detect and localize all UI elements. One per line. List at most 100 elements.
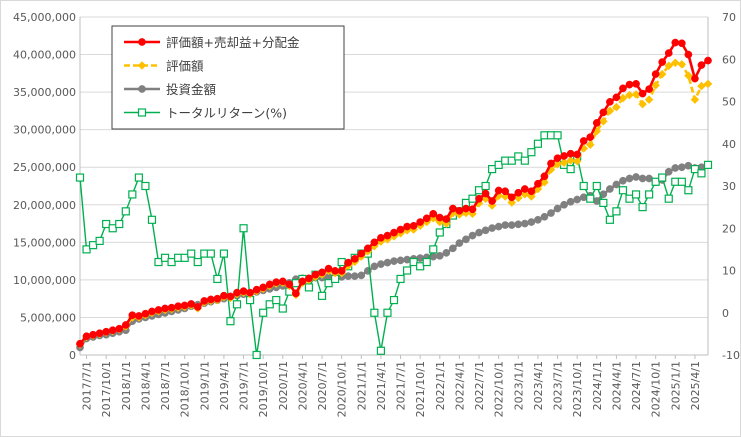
data-point-marker [638, 89, 647, 98]
data-point-marker [115, 219, 124, 229]
data-point-marker [671, 38, 680, 47]
data-point-marker [102, 327, 111, 336]
data-point-marker [664, 194, 673, 203]
x-tick-label: 2020/4/1 [296, 361, 309, 410]
data-point-marker [88, 241, 98, 250]
data-point-marker [585, 140, 595, 150]
y-left-tick-label: 0 [69, 349, 76, 362]
data-point-marker [638, 203, 647, 212]
data-point-marker [618, 186, 628, 195]
x-tick-label: 2019/1/1 [198, 361, 211, 410]
data-point-marker [154, 306, 163, 314]
data-point-marker [213, 274, 222, 284]
data-point-marker [278, 304, 287, 313]
data-point-marker [579, 137, 588, 145]
data-point-marker [396, 225, 405, 234]
x-tick-label: 2024/4/1 [610, 361, 623, 410]
data-point-marker [462, 235, 470, 244]
data-point-marker [527, 148, 536, 157]
data-point-marker [547, 159, 555, 168]
y-right-tick-label: -10 [722, 349, 740, 362]
data-point-marker [422, 214, 431, 223]
data-point-marker [684, 186, 693, 195]
data-point-marker [390, 257, 398, 265]
data-point-marker [488, 197, 496, 205]
data-point-marker [252, 285, 261, 294]
data-point-marker [579, 181, 588, 191]
data-point-marker [501, 221, 510, 229]
data-point-marker [75, 173, 85, 182]
y-left-tick-label: 45,000,000 [13, 11, 76, 24]
data-point-marker [115, 324, 124, 333]
data-point-marker [645, 85, 653, 93]
data-point-marker [520, 185, 529, 193]
x-tick-label: 2018/7/1 [159, 361, 172, 410]
series-line [79, 134, 709, 356]
data-point-marker [442, 215, 451, 223]
data-point-marker [703, 160, 713, 169]
data-point-marker [494, 160, 503, 169]
data-point-marker [474, 186, 484, 195]
data-point-marker [285, 280, 294, 289]
data-point-marker [160, 253, 170, 262]
data-point-marker [703, 79, 713, 89]
data-point-marker [435, 252, 444, 260]
data-point-marker [534, 179, 542, 188]
y-right-tick-label: 70 [722, 11, 736, 24]
data-point-marker [95, 329, 104, 338]
data-point-marker [520, 156, 529, 165]
data-point-marker [527, 187, 536, 196]
data-point-marker [605, 215, 614, 224]
data-point-marker [677, 59, 687, 69]
legend-label: 評価額 [166, 59, 204, 74]
y-right-tick-label: 0 [722, 307, 729, 320]
data-point-marker [592, 181, 601, 191]
data-point-marker [468, 205, 477, 214]
data-point-marker [396, 256, 405, 265]
data-point-marker [377, 260, 385, 268]
data-point-marker [278, 277, 287, 286]
data-point-marker [108, 224, 117, 233]
data-point-marker [481, 189, 490, 198]
data-point-marker [239, 224, 248, 233]
data-point-marker [658, 173, 667, 182]
data-point-marker [337, 267, 346, 275]
data-point-marker [697, 81, 706, 91]
data-point-marker [402, 266, 412, 275]
x-tick-label: 2024/7/1 [630, 361, 643, 410]
data-point-marker [586, 133, 595, 142]
data-point-marker [259, 283, 268, 292]
data-point-marker [318, 268, 326, 277]
x-tick-label: 2021/7/1 [395, 361, 408, 410]
x-tick-label: 2022/1/1 [434, 361, 447, 410]
data-point-marker [638, 174, 647, 183]
data-point-marker [573, 195, 582, 204]
data-point-marker [632, 79, 640, 88]
data-point-marker [416, 262, 425, 271]
data-point-marker [684, 50, 693, 59]
x-tick-label: 2019/7/1 [238, 361, 251, 410]
x-tick-label: 2017/7/1 [81, 361, 94, 410]
data-point-marker [664, 49, 673, 57]
data-point-marker [704, 56, 712, 65]
data-point-marker [82, 332, 91, 341]
x-tick-label: 2022/7/1 [473, 361, 486, 410]
series-3 [75, 131, 713, 360]
x-tick-label: 2018/1/1 [120, 361, 133, 410]
data-point-marker [677, 163, 686, 172]
data-point-marker [691, 74, 699, 83]
data-point-marker [606, 185, 614, 193]
data-point-marker [625, 90, 634, 100]
data-point-marker [540, 212, 549, 221]
data-point-marker [180, 253, 189, 262]
x-tick-label: 2024/10/1 [650, 361, 663, 417]
data-point-marker [167, 303, 176, 312]
x-tick-label: 2022/10/1 [493, 361, 506, 417]
data-point-marker [305, 274, 313, 283]
data-point-marker [344, 258, 353, 267]
data-point-marker [304, 283, 314, 292]
series-0 [76, 38, 712, 348]
data-point-marker [298, 277, 307, 286]
